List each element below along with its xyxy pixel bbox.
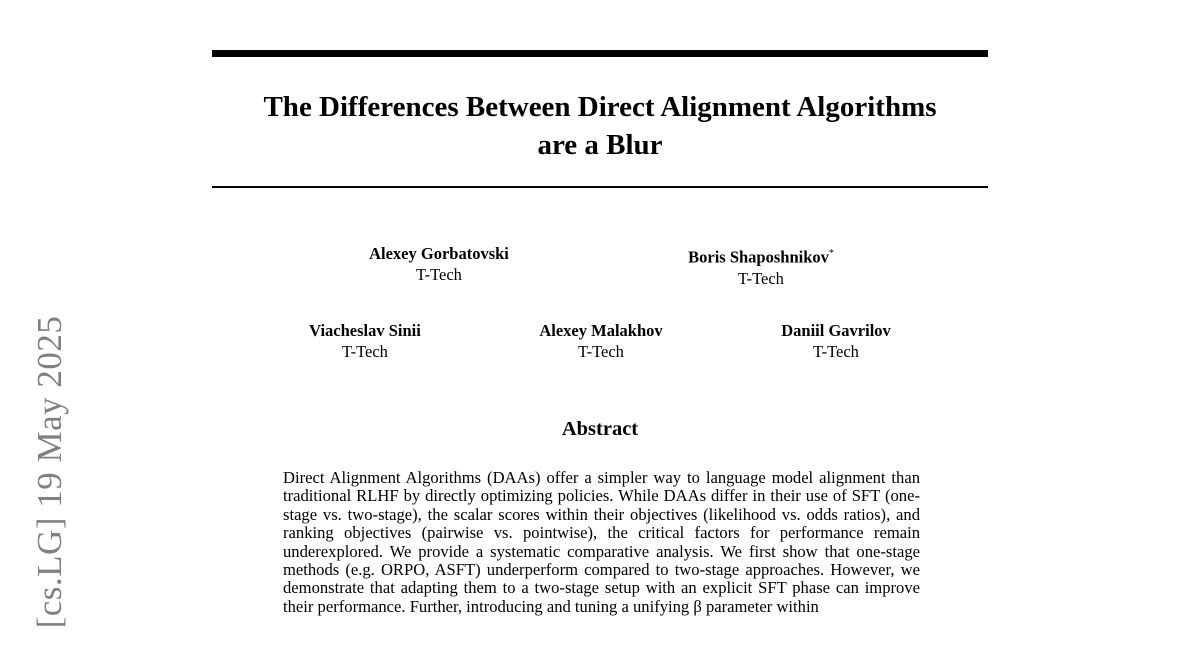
author-affiliation: T-Tech (813, 342, 859, 361)
paper-title: The Differences Between Direct Alignment… (212, 88, 988, 164)
title-line: are a Blur (537, 129, 663, 161)
author-affiliation: T-Tech (578, 342, 624, 361)
author-name: Viacheslav Sinii (309, 321, 421, 340)
top-rule (212, 50, 988, 57)
author-affiliation: T-Tech (738, 268, 784, 288)
author-affiliation: T-Tech (342, 342, 388, 361)
author: Daniil Gavrilov T-Tech (781, 320, 891, 362)
author-name: Boris Shaposhnikov (688, 247, 829, 267)
abstract-heading: Abstract (561, 418, 639, 440)
abstract-text: Direct Alignment Algorithms (DAAs) offer… (283, 469, 920, 616)
author-name: Alexey Malakhov (539, 321, 663, 340)
title-line: The Differences Between Direct Alignment… (263, 91, 937, 123)
author: Viacheslav Sinii T-Tech (309, 320, 421, 362)
author-name: Alexey Gorbatovski (369, 244, 509, 263)
author-name: Daniil Gavrilov (781, 321, 891, 340)
footnote-mark: * (828, 248, 834, 259)
author: Alexey Malakhov T-Tech (539, 320, 662, 362)
author-affiliation: T-Tech (416, 265, 462, 284)
author: Boris Shaposhnikov* T-Tech (688, 243, 834, 289)
title-rule (212, 186, 988, 188)
author: Alexey Gorbatovski T-Tech (369, 243, 509, 285)
arxiv-stamp: [cs.LG] 19 May 2025 (30, 315, 69, 629)
